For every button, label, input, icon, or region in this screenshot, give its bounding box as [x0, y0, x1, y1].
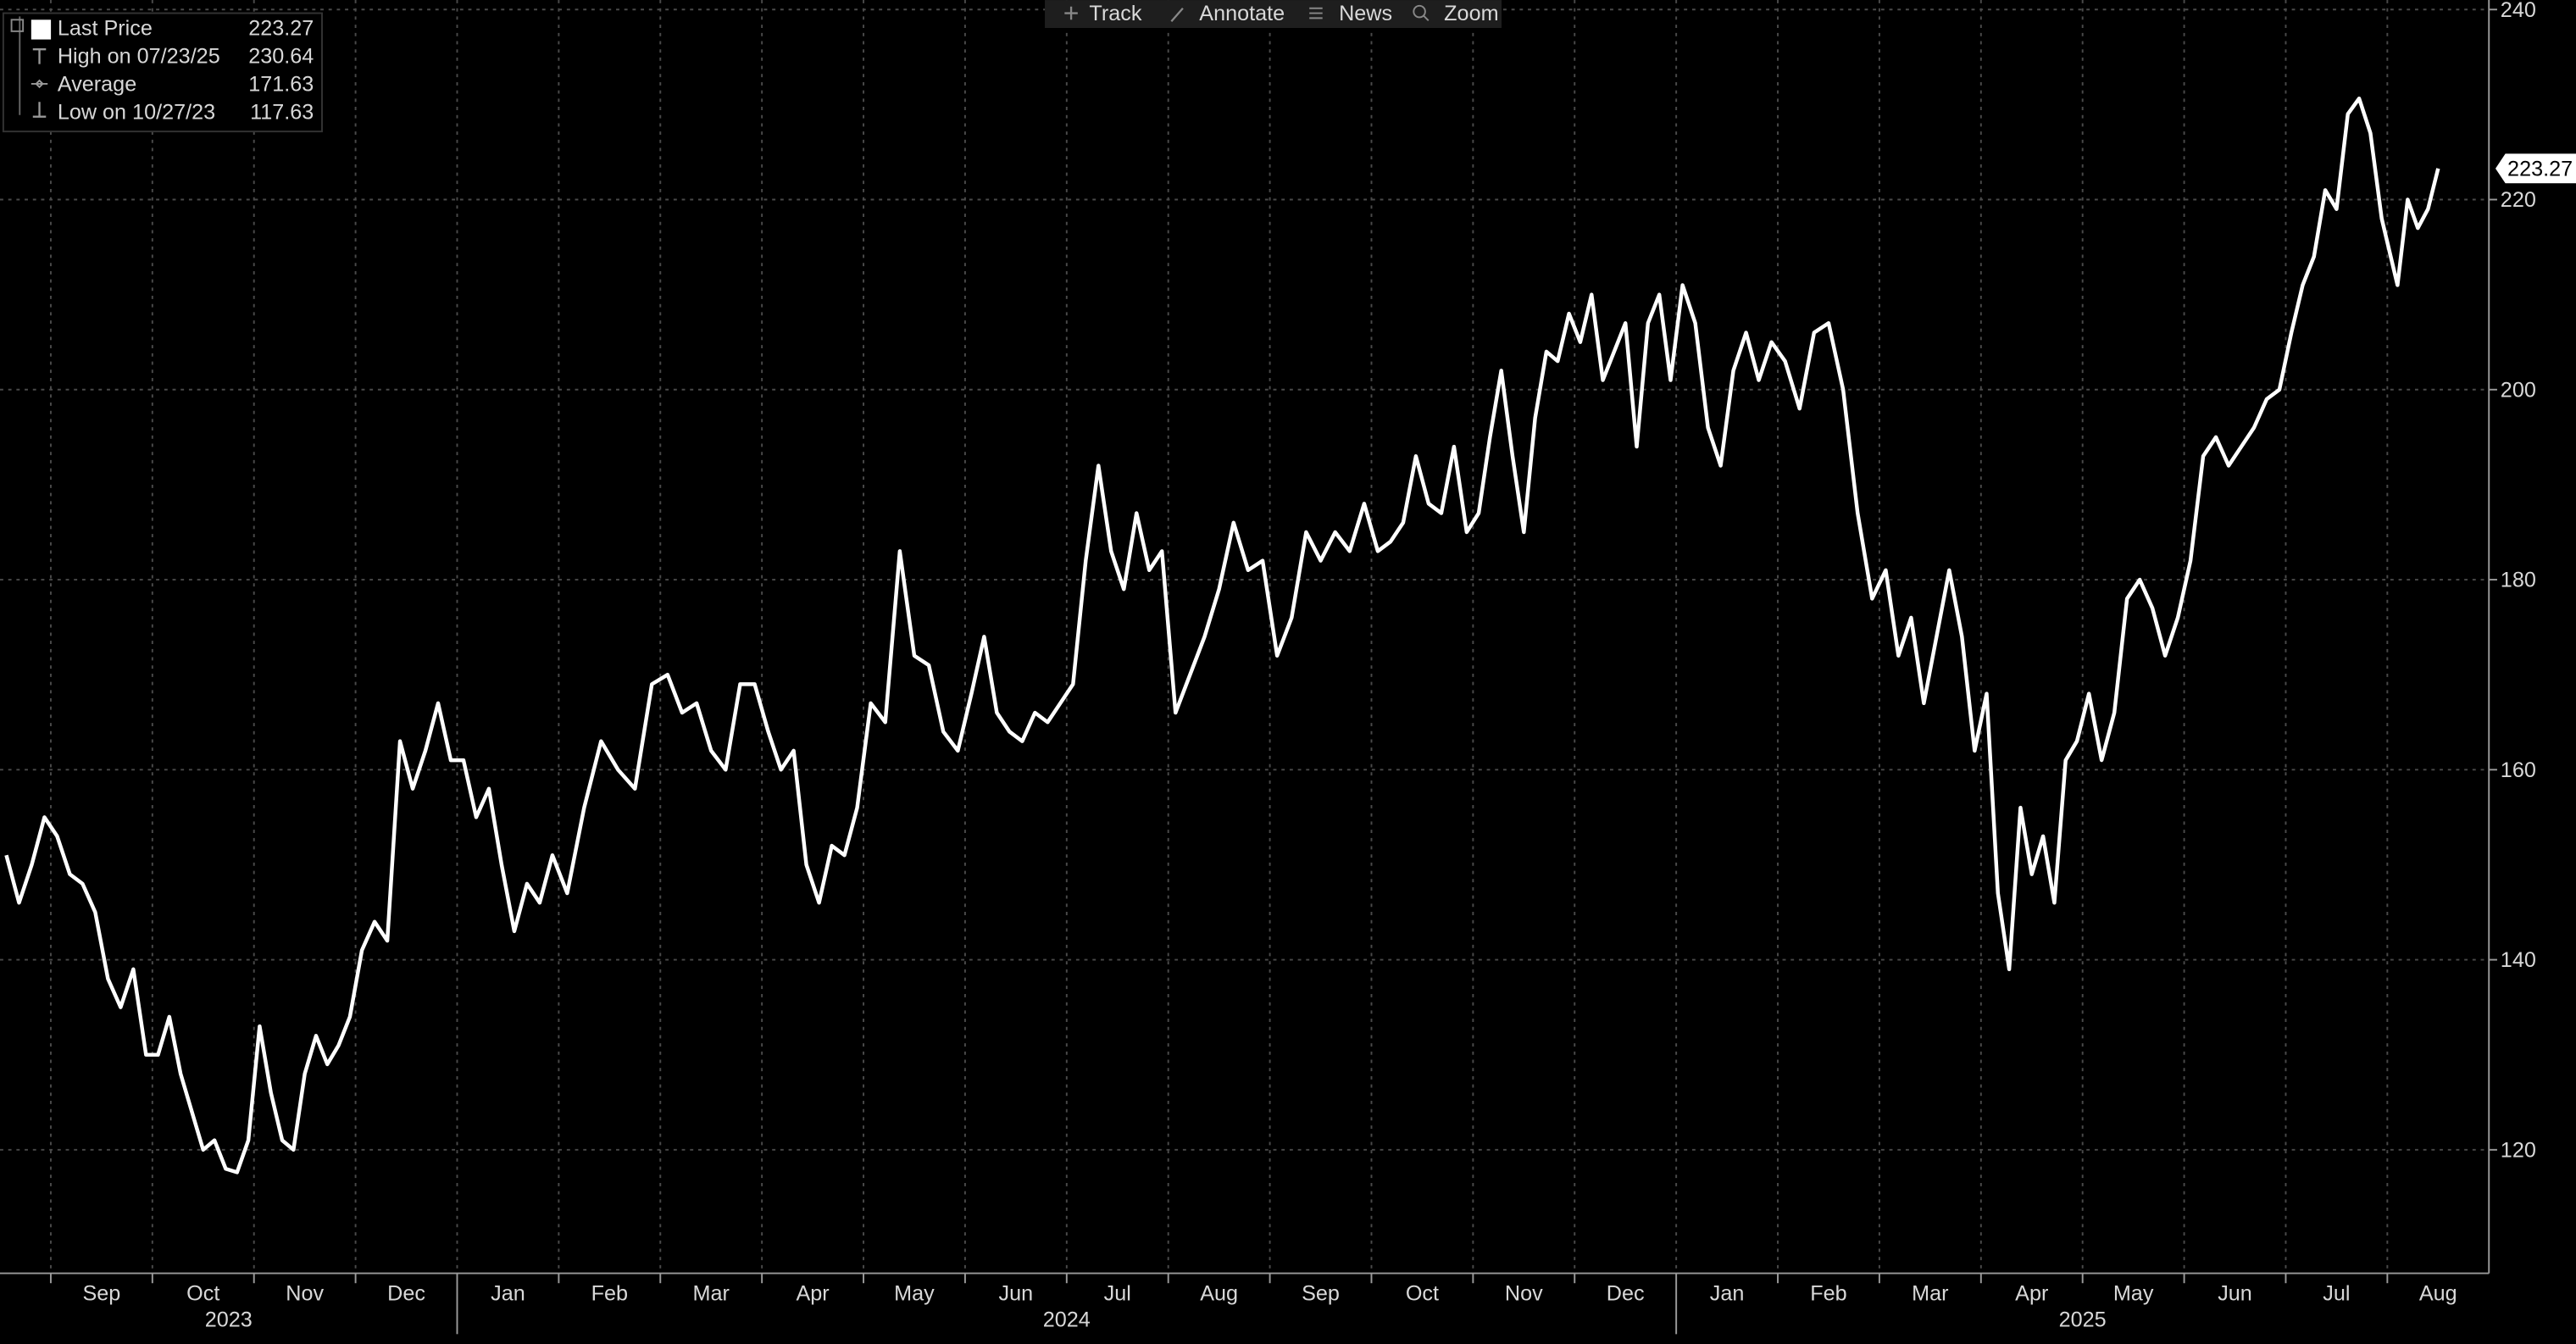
legend-value: 230.64 — [248, 45, 314, 69]
x-tick-label: Jul — [1104, 1281, 1131, 1305]
x-tick-label: Oct — [186, 1281, 219, 1305]
annotate-button[interactable]: Annotate — [1170, 2, 1285, 25]
legend: Last Price 223.27 High on 07/23/25 230.6… — [2, 12, 323, 133]
toolbar-label[interactable]: News — [1339, 2, 1392, 25]
x-tick-label: Apr — [796, 1281, 829, 1305]
x-tick-label: Feb — [591, 1281, 628, 1305]
x-tick-label: Feb — [1810, 1281, 1846, 1305]
x-tick-label: Nov — [1505, 1281, 1543, 1305]
legend-value: 223.27 — [248, 17, 314, 41]
legend-box — [2, 12, 323, 133]
legend-high-icon — [32, 48, 47, 64]
year-label: 2023 — [205, 1308, 253, 1331]
x-tick-label: Dec — [387, 1281, 425, 1305]
x-tick-label: Aug — [1200, 1281, 1238, 1305]
news-icon — [1309, 7, 1323, 19]
annotate-icon — [1170, 7, 1184, 23]
grid-layer — [0, 0, 2497, 1335]
x-tick-label: Dec — [1607, 1281, 1645, 1305]
last-price-tag-label: 223.27 — [2507, 157, 2573, 180]
x-tick-label: Jun — [999, 1281, 1034, 1305]
x-tick-label: Jul — [2323, 1281, 2350, 1305]
price-line — [4, 96, 2440, 1175]
x-tick-label: Jan — [1710, 1281, 1745, 1305]
toolbar: Track Annotate News Zoom — [1045, 0, 1502, 28]
x-tick-label: Sep — [1302, 1281, 1340, 1305]
toolbar-label[interactable]: Annotate — [1199, 2, 1285, 25]
legend-swatch — [31, 19, 52, 40]
track-icon — [1064, 6, 1078, 20]
y-tick-label: 120 — [2501, 1138, 2536, 1162]
y-tick-label: 240 — [2501, 0, 2536, 22]
last-price-tag — [2496, 153, 2576, 184]
x-tick-label: Mar — [693, 1281, 730, 1305]
y-tick-label: 140 — [2501, 948, 2536, 972]
legend-label: Last Price — [58, 17, 153, 41]
legend-collapse-icon — [10, 19, 25, 32]
x-tick-label: Jun — [2218, 1281, 2252, 1305]
x-tick-label: May — [894, 1281, 935, 1305]
legend-label: High on 07/23/25 — [58, 45, 220, 69]
x-tick-label: Oct — [1406, 1281, 1439, 1305]
zoom-icon — [1413, 4, 1426, 19]
x-tick-label: Sep — [82, 1281, 120, 1305]
year-label: 2024 — [1043, 1308, 1091, 1331]
y-tick-label: 200 — [2501, 378, 2536, 402]
toolbar-label[interactable]: Zoom — [1444, 2, 1498, 25]
x-tick-label: Aug — [2419, 1281, 2457, 1305]
legend-value: 117.63 — [250, 100, 314, 124]
y-tick-label: 160 — [2501, 758, 2536, 782]
zoom-icon-handle — [1423, 14, 1430, 21]
year-label: 2025 — [2059, 1308, 2107, 1331]
toolbar-label[interactable]: Track — [1089, 2, 1141, 25]
legend-label: Low on 10/27/23 — [58, 100, 215, 124]
x-tick-label: Mar — [1912, 1281, 1948, 1305]
y-tick-label: 180 — [2501, 569, 2536, 592]
track-button[interactable]: Track — [1064, 2, 1142, 25]
legend-average-icon — [31, 79, 48, 89]
zoom-button[interactable]: Zoom — [1413, 2, 1499, 25]
x-tick-label: Apr — [2015, 1281, 2048, 1305]
y-tick-label: 220 — [2501, 188, 2536, 212]
x-tick-label: Jan — [491, 1281, 525, 1305]
news-button[interactable]: News — [1309, 2, 1392, 25]
legend-label: Average — [58, 73, 136, 97]
x-tick-label: Nov — [286, 1281, 324, 1305]
plot-layer — [4, 96, 2440, 1175]
legend-value: 171.63 — [248, 73, 314, 97]
x-tick-label: May — [2113, 1281, 2154, 1305]
legend-low-icon — [32, 102, 47, 118]
